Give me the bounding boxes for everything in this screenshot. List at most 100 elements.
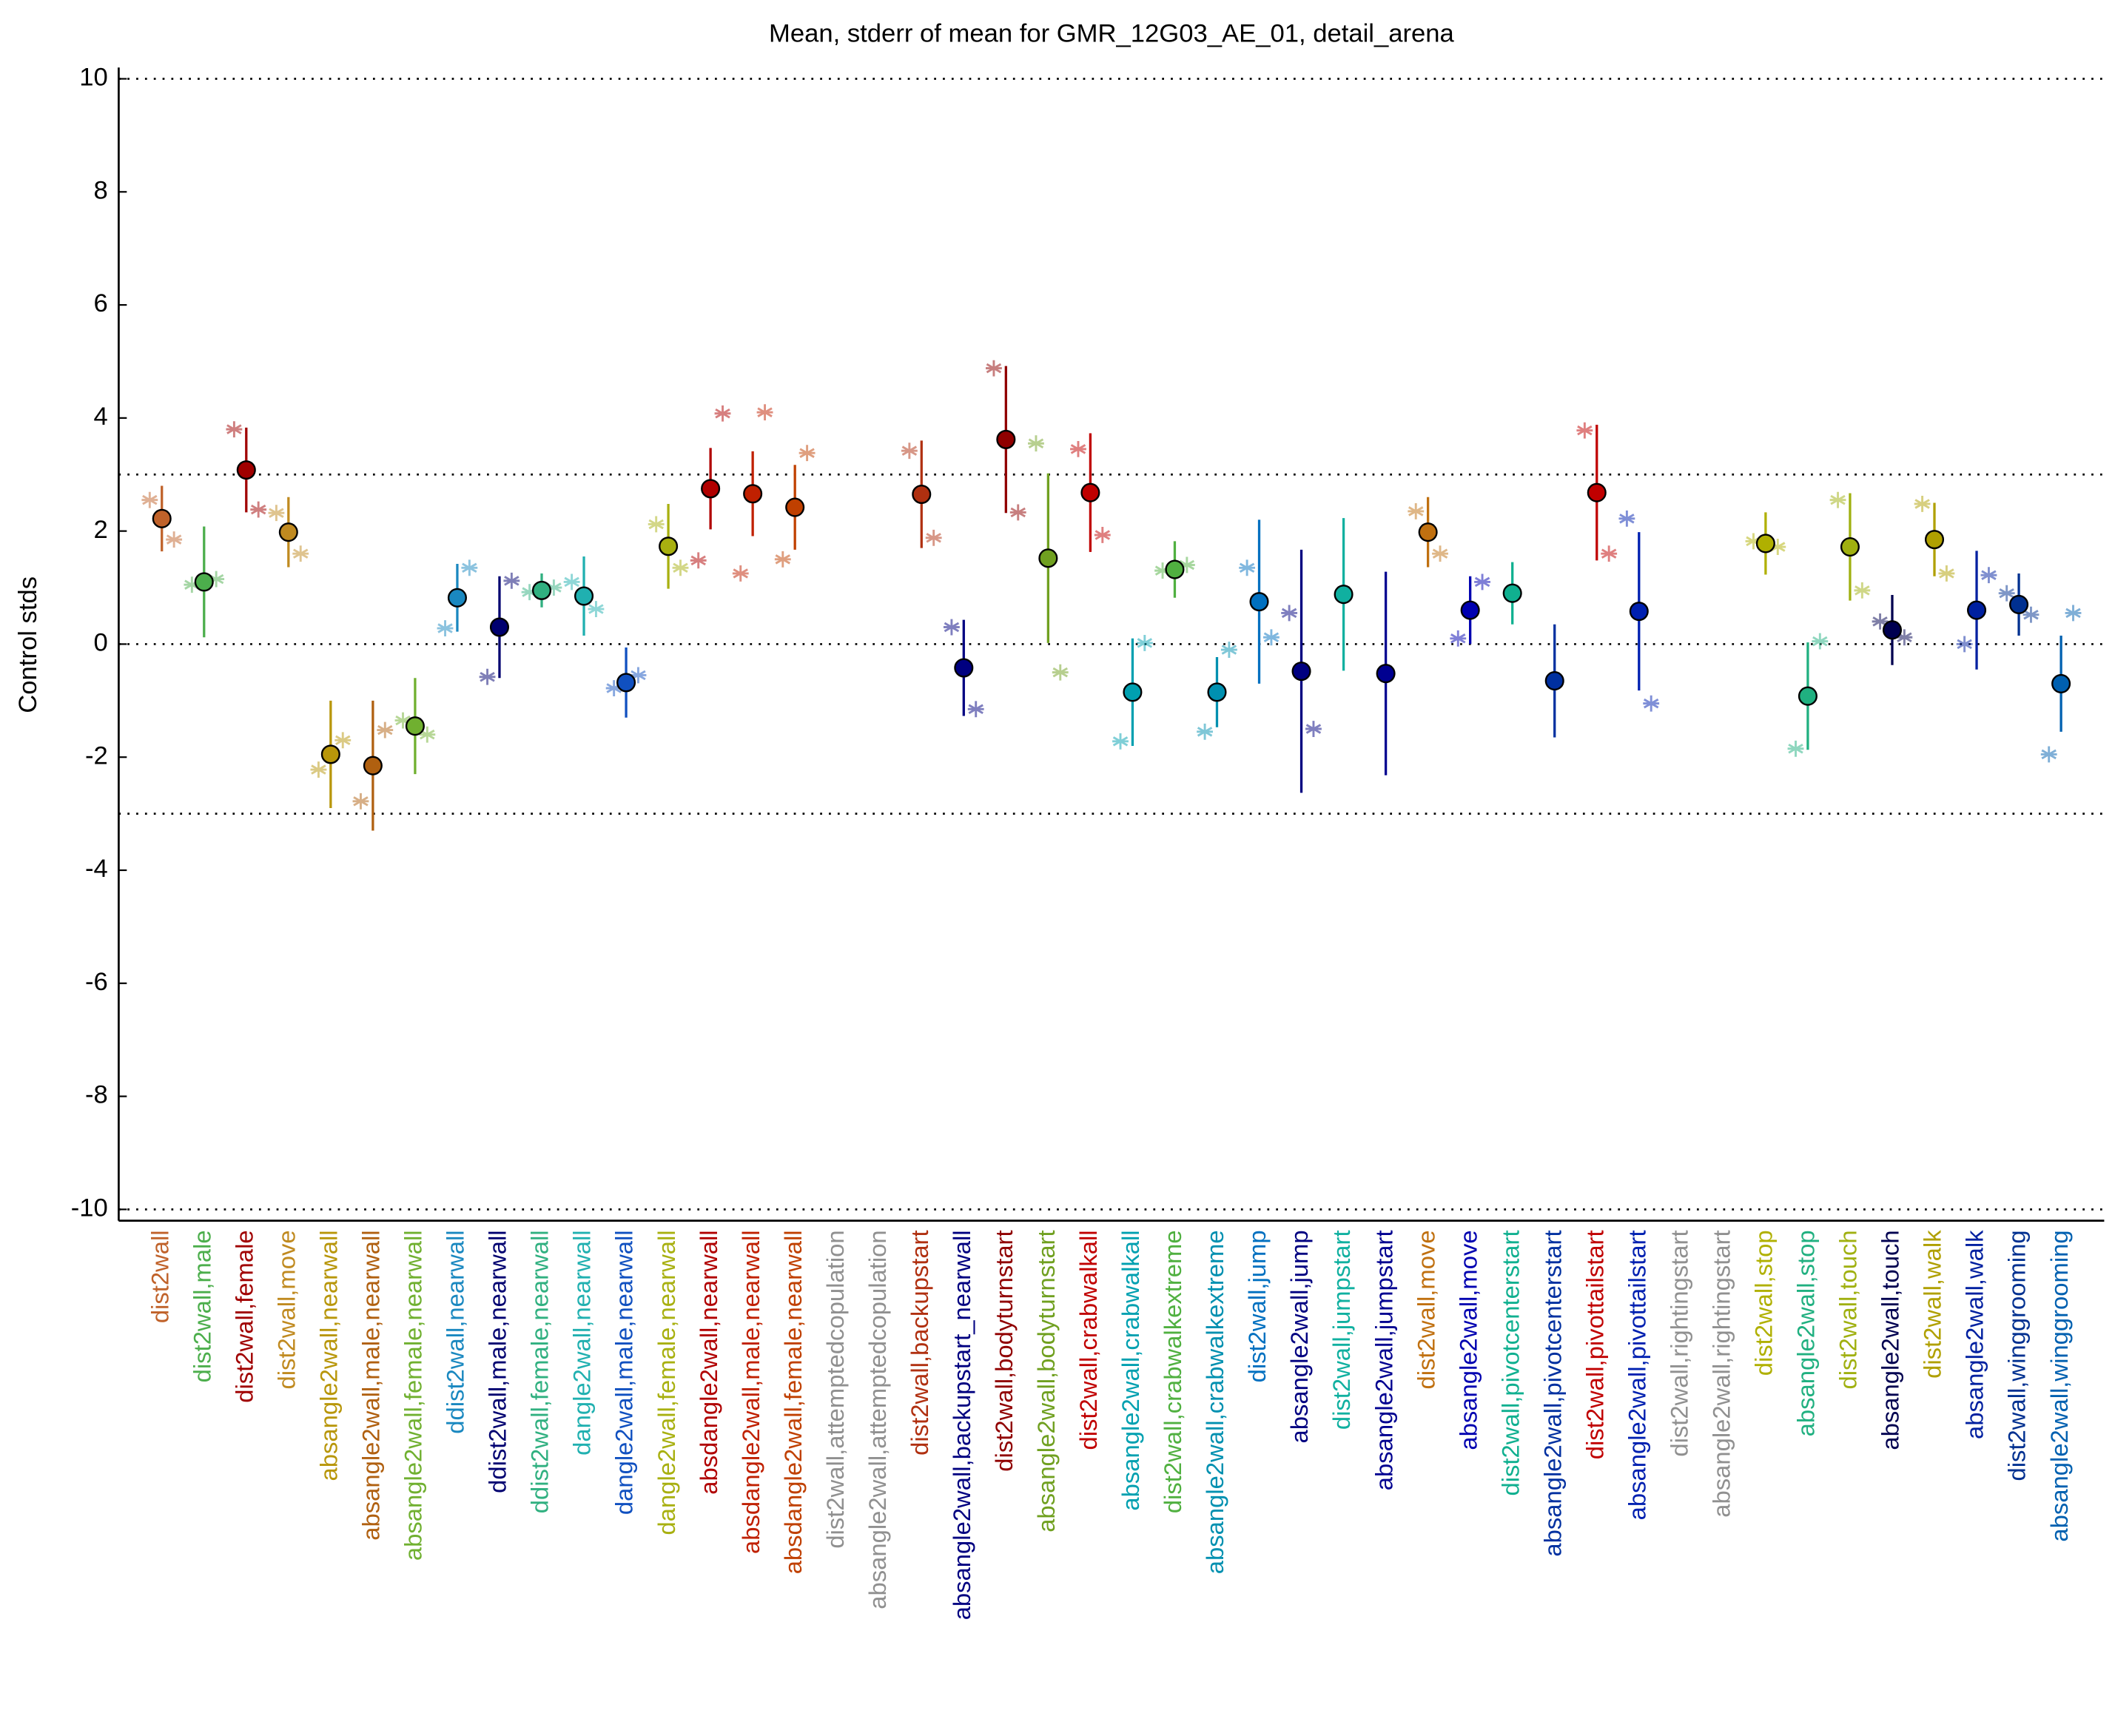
sex-marker: [352, 793, 369, 810]
sex-marker: [672, 559, 689, 576]
mean-marker: [2009, 594, 2029, 614]
mean-marker: [489, 617, 509, 637]
x-tick-label: dist2wall,stop: [1750, 1230, 1778, 1376]
y-tick-label: -4: [85, 855, 108, 883]
mean-marker: [659, 536, 679, 556]
sex-marker: [648, 516, 665, 533]
x-tick-label: absdangle2wall,nearwall: [695, 1230, 722, 1494]
x-tick-label: dist2wall,backupstart: [906, 1230, 933, 1455]
mean-marker: [1376, 664, 1396, 684]
sex-marker: [798, 445, 816, 462]
mean-marker: [447, 588, 467, 608]
mean-marker: [954, 658, 974, 678]
sex-marker: [1094, 527, 1111, 543]
sex-marker: [310, 761, 327, 778]
mean-marker: [1165, 559, 1185, 579]
y-tick-label: 10: [79, 64, 108, 92]
sex-marker: [226, 421, 243, 438]
mean-marker: [701, 479, 721, 499]
x-tick-label: absangle2wall,backupstart_nearwall: [948, 1230, 975, 1620]
sex-marker: [377, 721, 394, 739]
x-tick-label: absangle2wall,female,nearwall: [400, 1230, 427, 1561]
x-tick-label: dist2wall,jump: [1243, 1230, 1271, 1382]
mean-marker: [363, 756, 383, 776]
sex-marker: [1618, 510, 1635, 527]
x-tick-label: dist2wall,bodyturnstart: [990, 1230, 1018, 1471]
sex-marker: [1769, 539, 1786, 555]
mean-marker: [278, 522, 298, 542]
x-tick-label: absangle2wall,touch: [1877, 1230, 1904, 1450]
sex-marker: [461, 559, 478, 576]
x-tick-label: dist2wall,crabwalkall: [1075, 1230, 1102, 1450]
mean-marker: [320, 744, 340, 764]
sex-marker: [563, 573, 580, 591]
sex-marker: [1450, 630, 1467, 647]
mean-marker: [743, 484, 763, 504]
x-tick-label: absdangle2wall,male,nearwall: [737, 1230, 764, 1554]
mean-marker: [1460, 600, 1480, 620]
x-tick-label: absangle2wall,attemptedcopulation: [864, 1230, 891, 1609]
sex-marker: [1112, 733, 1129, 750]
x-tick-label: ddist2wall,male,nearwall: [484, 1230, 511, 1493]
x-tick-label: absangle2wall,move: [1454, 1230, 1482, 1450]
x-tick-label: dist2wall,move: [272, 1230, 300, 1389]
y-tick-label: -6: [85, 968, 108, 996]
sex-marker: [1854, 582, 1871, 599]
y-tick-label: -2: [85, 741, 108, 770]
y-tick-label: 4: [94, 403, 108, 431]
sex-marker: [334, 732, 352, 749]
sex-marker: [925, 529, 942, 546]
x-tick-label: absangle2wall,male,nearwall: [357, 1230, 385, 1540]
x-tick-label: dist2wall,attemptedcopulation: [821, 1230, 849, 1548]
x-tick-label: ddist2wall,nearwall: [442, 1230, 469, 1433]
sex-marker: [208, 571, 225, 588]
sex-marker: [714, 405, 731, 422]
sex-marker: [1998, 585, 2015, 602]
sex-marker: [1956, 636, 1973, 653]
y-tick-label: 0: [94, 629, 108, 657]
x-tick-label: dist2wall: [146, 1230, 173, 1323]
chart-title: Mean, stderr of mean for GMR_12G03_AE_01…: [769, 20, 1455, 48]
x-tick-label: dist2wall,jumpstart: [1328, 1230, 1355, 1430]
mean-marker: [1966, 600, 1987, 620]
x-tick-label: dangle2wall,female,nearwall: [653, 1230, 680, 1535]
sex-marker: [394, 712, 411, 729]
x-tick-label: dist2wall,crabwalkextreme: [1159, 1230, 1186, 1513]
sex-marker: [967, 701, 984, 718]
sex-marker: [1052, 664, 1069, 681]
sex-marker: [545, 579, 562, 596]
sex-marker: [141, 491, 158, 508]
sex-marker: [1787, 740, 1804, 757]
sex-marker: [1812, 633, 1829, 650]
sex-marker: [292, 545, 309, 562]
mean-marker: [1840, 537, 1860, 557]
x-tick-label: absangle2wall,crabwalkall: [1117, 1230, 1144, 1510]
x-tick-label: absangle2wall,jumpstart: [1370, 1230, 1397, 1490]
sex-marker: [1028, 435, 1044, 452]
sex-marker: [1408, 502, 1425, 519]
mean-marker: [574, 586, 594, 606]
sex-marker: [2040, 746, 2057, 763]
mean-marker: [1882, 620, 1903, 640]
sex-marker: [1281, 605, 1298, 622]
sex-marker: [1009, 504, 1026, 521]
mean-marker: [236, 460, 256, 480]
sex-marker: [1262, 629, 1280, 646]
mean-marker: [1587, 482, 1607, 502]
mean-marker: [2051, 673, 2071, 693]
mean-marker: [1798, 686, 1818, 706]
sex-marker: [166, 531, 183, 548]
sex-marker: [184, 576, 201, 593]
x-tick-label: absangle2wall,nearwall: [315, 1230, 343, 1481]
sex-marker: [605, 680, 622, 696]
sex-marker: [2065, 605, 2082, 622]
sex-marker: [1872, 613, 1889, 630]
x-tick-label: dist2wall,walk: [1919, 1230, 1946, 1379]
sex-marker: [437, 620, 454, 636]
x-tick-label: absangle2wall,winggrooming: [2045, 1230, 2073, 1541]
x-tick-label: absangle2wall,pivottailstart: [1623, 1230, 1650, 1520]
sex-marker: [901, 443, 918, 460]
x-tick-label: dist2wall,rightingstart: [1665, 1230, 1692, 1456]
x-tick-label: absangle2wall,crabwalkextreme: [1201, 1230, 1228, 1574]
